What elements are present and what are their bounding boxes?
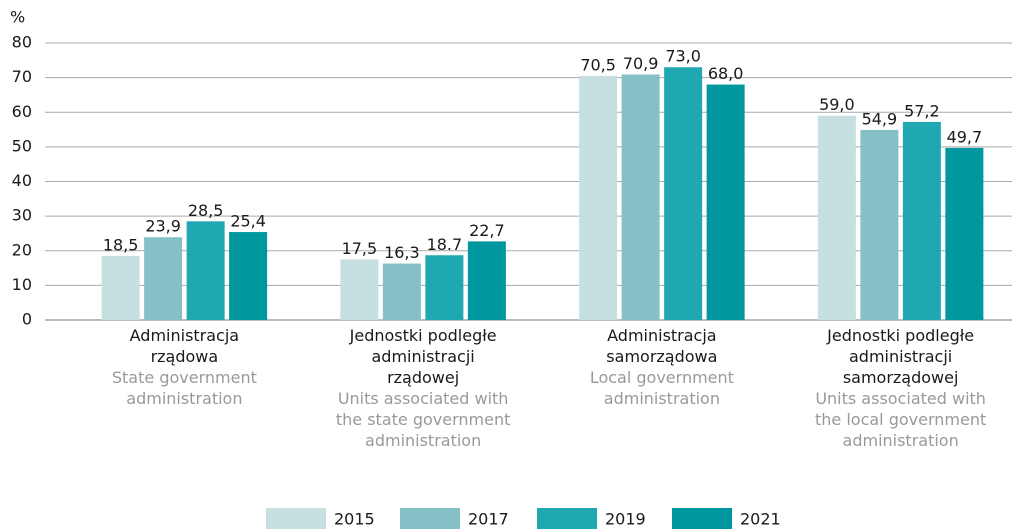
- legend-swatch: [672, 508, 732, 529]
- value-label: 17,5: [342, 239, 378, 258]
- bar: [902, 121, 941, 320]
- category-label: Jednostki podległe administracji samorzą…: [801, 325, 1001, 451]
- bar: [945, 147, 984, 320]
- category-label: Jednostki podległe administracji rządowe…: [323, 325, 523, 451]
- legend-label: 2015: [334, 510, 375, 529]
- bar: [101, 255, 140, 320]
- category-translation: Local government administration: [589, 368, 734, 408]
- category-label-box: Administracja rządowa State government ad…: [84, 325, 284, 409]
- bar: [186, 221, 225, 320]
- legend-swatch: [400, 508, 460, 529]
- legend-label: 2019: [605, 510, 646, 529]
- category-label-box: Jednostki podległe administracji samorzą…: [801, 325, 1001, 451]
- y-tick-label: 50: [12, 136, 32, 155]
- bar: [621, 74, 660, 320]
- bar: [860, 129, 899, 320]
- value-label: 22,7: [469, 221, 505, 240]
- category-translation: Units associated with the local governme…: [815, 389, 987, 450]
- y-unit: %: [10, 8, 25, 27]
- value-label: 18,5: [103, 235, 139, 254]
- bar: [817, 115, 856, 321]
- value-label: 49,7: [947, 127, 983, 146]
- value-label: 68,0: [708, 64, 744, 83]
- y-tick-label: 20: [12, 240, 32, 259]
- bar: [144, 237, 183, 320]
- category-translation: Units associated with the state governme…: [335, 389, 511, 450]
- bar: [664, 67, 703, 320]
- category-name: Jednostki podległe administracji samorzą…: [827, 326, 975, 387]
- y-tick-label: 0: [22, 310, 32, 329]
- category-name: Jednostki podległe administracji rządowe…: [349, 326, 497, 387]
- bar: [340, 259, 379, 320]
- legend-swatch: [537, 508, 597, 529]
- value-label: 18.7: [427, 235, 463, 254]
- bar: [229, 232, 268, 320]
- value-label: 25,4: [230, 212, 266, 231]
- category-label-box: Jednostki podległe administracji rządowe…: [323, 325, 523, 451]
- y-tick-label: 40: [12, 171, 32, 190]
- y-tick-label: 10: [12, 275, 32, 294]
- value-label: 70,9: [623, 54, 659, 73]
- category-name: Administracja samorządowa: [606, 326, 718, 366]
- bar: [579, 75, 618, 320]
- value-label: 23,9: [145, 217, 181, 236]
- legend-label: 2021: [740, 510, 781, 529]
- value-label: 57,2: [904, 101, 940, 120]
- y-tick-label: 30: [12, 206, 32, 225]
- y-tick-label: 80: [12, 33, 32, 52]
- category-label-box: Administracja samorządowa Local governmen…: [562, 325, 762, 409]
- legend-label: 2017: [468, 510, 509, 529]
- value-label: 54,9: [862, 109, 898, 128]
- value-label: 16,3: [384, 243, 420, 262]
- bar: [467, 241, 506, 320]
- bar: [382, 263, 421, 320]
- value-label: 70,5: [580, 55, 616, 74]
- bar: [706, 84, 745, 320]
- value-label: 28,5: [188, 201, 224, 220]
- legend-swatch: [266, 508, 326, 529]
- category-translation: State government administration: [111, 368, 257, 408]
- category-name: Administracja rządowa: [129, 326, 240, 366]
- value-label: 73,0: [665, 47, 701, 66]
- y-tick-label: 70: [12, 67, 32, 86]
- y-tick-label: 60: [12, 102, 32, 121]
- value-label: 59,0: [819, 95, 855, 114]
- bar: [425, 255, 464, 320]
